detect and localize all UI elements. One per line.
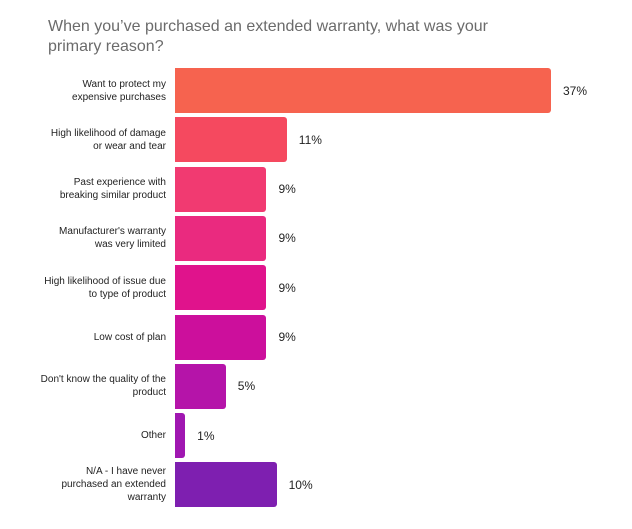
value-label: 5% <box>237 379 256 394</box>
bar <box>175 314 267 360</box>
bar <box>175 413 186 459</box>
value-label: 10% <box>288 477 313 492</box>
value-label: 1% <box>197 428 215 443</box>
value-label: 9% <box>278 231 296 246</box>
value-label: 9% <box>278 182 296 197</box>
category-label: High likelihood of damage or wear and te… <box>50 127 166 152</box>
bar <box>175 215 267 261</box>
bar <box>175 166 267 212</box>
bar <box>175 462 277 508</box>
category-label: N/A - I have never purchased an extended… <box>61 466 166 504</box>
bar <box>175 265 267 311</box>
bar <box>175 363 226 409</box>
category-label: High likelihood of issue due to type of … <box>44 275 166 300</box>
category-label: Past experience with breaking similar pr… <box>59 177 166 202</box>
category-label: Manufacturer's warranty was very limited <box>59 226 166 251</box>
bar <box>175 68 551 113</box>
category-label: Other <box>140 430 166 442</box>
chart-title: When you’ve purchased an extended warran… <box>48 18 488 55</box>
value-label: 9% <box>278 280 296 295</box>
bar <box>175 117 287 163</box>
category-label: Don't know the quality of the product <box>40 374 166 399</box>
category-label: Want to protect my expensive purchases <box>72 78 166 103</box>
value-label: 11% <box>298 132 322 147</box>
category-label: Low cost of plan <box>93 331 166 343</box>
value-label: 9% <box>278 330 296 344</box>
value-label: 37% <box>563 83 588 98</box>
